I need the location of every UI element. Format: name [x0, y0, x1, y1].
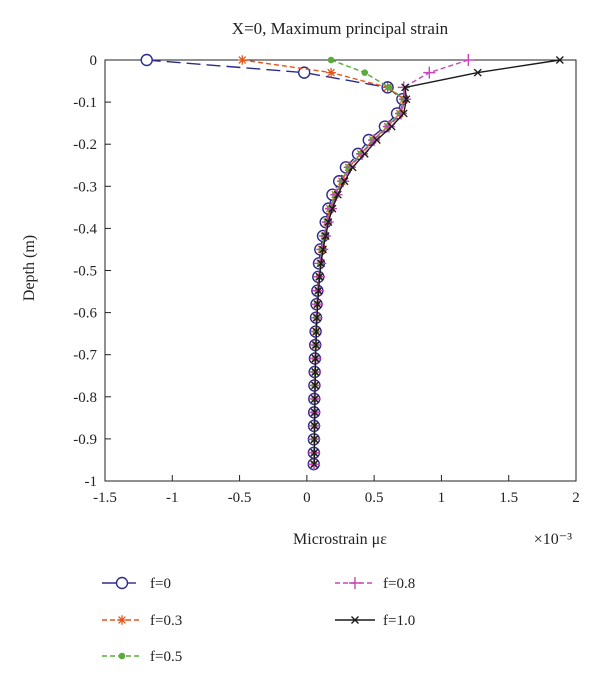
data-point: [473, 68, 482, 77]
y-tick-label: -0.2: [73, 137, 97, 153]
x-tick-label: 1.5: [499, 490, 518, 506]
data-point: [361, 69, 369, 76]
legend-label: f=0.8: [383, 576, 415, 592]
series-line: [313, 59, 561, 465]
series-f=0.8: [308, 54, 475, 471]
data-point: [313, 300, 322, 309]
data-point: [327, 56, 335, 64]
data-point: [310, 408, 319, 417]
series-f=0: [140, 53, 409, 471]
legend-marker: [115, 576, 129, 590]
legend-label: f=0.3: [150, 613, 182, 629]
y-tick-label: -1: [85, 474, 98, 490]
legend-item: f=0: [102, 576, 171, 592]
x-tick-label: 0.5: [365, 490, 384, 506]
y-tick-label: -0.4: [73, 221, 97, 237]
data-point: [315, 272, 324, 281]
data-point: [387, 122, 396, 131]
legend-label: f=1.0: [383, 613, 415, 629]
y-tick-label: -0.6: [73, 306, 97, 322]
data-point: [310, 435, 319, 444]
data-point: [312, 341, 320, 349]
data-point: [324, 218, 333, 227]
data-point: [348, 163, 357, 172]
data-point: [321, 232, 330, 240]
data-point: [328, 204, 337, 213]
data-point: [317, 259, 325, 268]
x-axis-multiplier: ×10⁻³: [534, 531, 572, 548]
y-tick-label: -0.1: [73, 95, 97, 111]
legend-item: f=1.0: [335, 613, 415, 629]
data-point: [340, 177, 349, 186]
plot-frame: [104, 59, 577, 482]
data-point: [382, 120, 395, 133]
data-point: [311, 354, 320, 363]
data-point: [310, 448, 319, 457]
plot-area: -1.5 -1 -0.5 0 0.5 1 1.5 2 0-0.1-0.2-0.3-0.4-0.…: [73, 53, 580, 506]
data-point: [402, 95, 411, 104]
legend-item: f=0.8: [335, 576, 415, 592]
data-point: [423, 66, 436, 79]
data-point: [326, 67, 336, 78]
legend-label: f=0: [150, 576, 171, 592]
y-axis: 0 -0.1 -0.2 -0.3 -0.4 -0.5 -0.6 -0.7 -0.8 -0.9 -1: [73, 53, 111, 490]
data-point: [237, 55, 248, 65]
data-point: [401, 83, 410, 92]
y-tick-label: -0.5: [73, 264, 97, 280]
data-point: [297, 66, 311, 79]
legend-item: f=0.5: [102, 649, 182, 665]
data-point: [310, 394, 319, 403]
legend-marker: [351, 616, 359, 624]
chart-title: X=0, Maximum principal strain: [232, 19, 449, 38]
x-tick-label: 2: [572, 490, 580, 506]
series-layer: [140, 53, 564, 471]
data-point: [310, 421, 319, 430]
y-tick-label: -0.9: [73, 432, 97, 448]
y-tick-label: -0.3: [73, 179, 97, 195]
data-point: [140, 53, 153, 67]
legend: f=0 f=0.3 f=0.5 f=0.8 f=1.0: [102, 576, 415, 665]
series-f=1.0: [310, 56, 564, 469]
y-tick-label: -0.7: [73, 348, 97, 364]
data-point: [311, 381, 320, 390]
x-tick-label: -1: [166, 490, 179, 506]
data-point: [399, 109, 408, 118]
data-point: [310, 460, 319, 469]
legend-marker: [117, 615, 127, 625]
data-point: [312, 327, 321, 336]
x-tick-label: 1: [438, 490, 446, 506]
legend-marker: [118, 652, 126, 660]
legend-marker: [349, 577, 361, 589]
y-tick-label: -0.8: [73, 390, 97, 406]
data-point: [395, 107, 408, 120]
y-tick-label: 0: [90, 53, 98, 69]
x-tick-label: -1.5: [93, 490, 117, 506]
data-point: [319, 245, 327, 254]
data-point: [312, 313, 321, 322]
x-axis-title: Microstrain με: [293, 531, 387, 548]
data-point: [372, 136, 381, 144]
data-point: [333, 190, 342, 199]
data-point: [555, 56, 564, 64]
y-axis-title: Depth (m): [21, 235, 38, 301]
x-axis: -1.5 -1 -0.5 0 0.5 1 1.5 2: [93, 475, 580, 506]
legend-item: f=0.3: [102, 613, 182, 629]
x-tick-label: 0: [303, 490, 311, 506]
x-tick-label: -0.5: [228, 490, 252, 506]
data-point: [314, 286, 323, 295]
data-point: [360, 149, 369, 158]
data-point: [462, 54, 475, 66]
series-line: [146, 59, 404, 465]
legend-label: f=0.5: [150, 649, 182, 665]
data-point: [385, 84, 393, 91]
data-point: [311, 368, 320, 376]
